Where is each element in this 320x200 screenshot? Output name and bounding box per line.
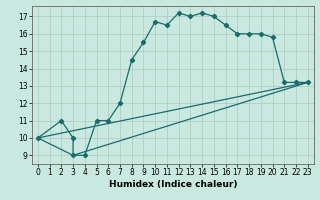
X-axis label: Humidex (Indice chaleur): Humidex (Indice chaleur)	[108, 180, 237, 189]
